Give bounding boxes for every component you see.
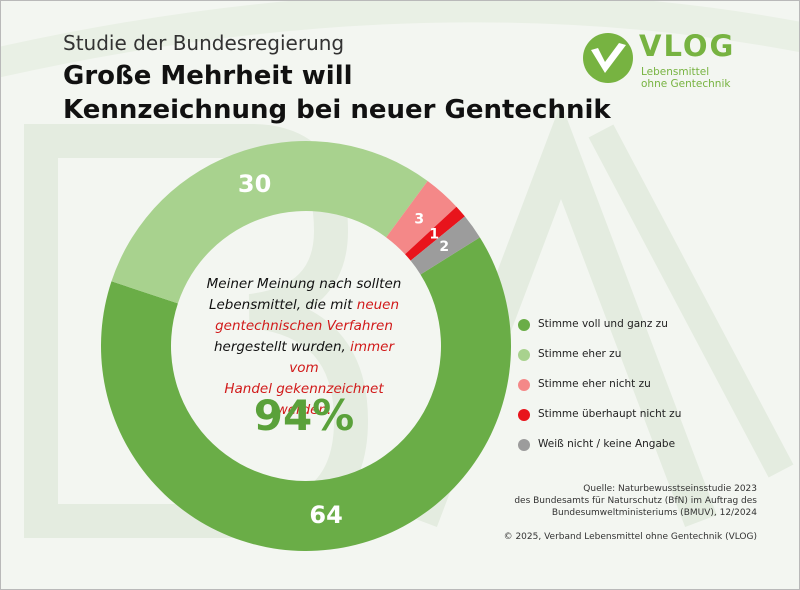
check-mark-icon — [583, 33, 633, 83]
statement-line-4: hergestellt wurden, immer vom — [199, 337, 409, 379]
legend-label: Weiß nicht / keine Angabe — [538, 438, 676, 450]
statement-line-4-text: hergestellt wurden, — [213, 339, 351, 355]
slice-strongly-agree — [100, 237, 512, 551]
subtitle: Studie der Bundesregierung — [63, 31, 345, 55]
title-line-1: Große Mehrheit will — [63, 61, 353, 91]
copyright-note: © 2025, Verband Lebensmittel ohne Gentec… — [503, 532, 757, 542]
slice-label-agree: 30 — [238, 170, 271, 198]
center-statement: Meiner Meinung nach sollten Lebensmittel… — [199, 274, 409, 421]
legend-dot-icon — [518, 319, 530, 331]
legend-label: Stimme voll und ganz zu — [538, 318, 668, 330]
slice-label-strongly-agree: 64 — [309, 501, 342, 529]
statement-line-2-text: Lebensmittel, die mit — [208, 297, 357, 313]
legend-dot-icon — [518, 379, 530, 391]
statement-line-3: gentechnischen Verfahren — [215, 318, 393, 334]
title-line-2: Kennzeichnung bei neuer Gentechnik — [63, 95, 611, 125]
logo-tagline-line-2: ohne Gentechnik — [641, 78, 731, 90]
statement-line-1: Meiner Meinung nach sollten — [206, 276, 402, 292]
legend-dot-icon — [518, 349, 530, 361]
slice-label-no-answer: 2 — [439, 239, 449, 255]
legend-dot-icon — [518, 409, 530, 421]
legend-label: Stimme eher zu — [538, 348, 622, 360]
statement-line-2-highlight: neuen — [356, 297, 400, 313]
statement-line-4-highlight: immer vom — [289, 339, 395, 376]
logo-tagline: Lebensmittel ohne Gentechnik — [641, 66, 781, 90]
slice-label-disagree: 3 — [414, 211, 424, 227]
slice-disagree — [386, 180, 457, 255]
legend-label: Stimme überhaupt nicht zu — [538, 408, 682, 420]
legend-dot-icon — [518, 439, 530, 451]
slice-strongly-disagree — [405, 206, 465, 261]
source-line-2: des Bundesamts für Naturschutz (BfN) im … — [514, 496, 757, 506]
vlog-logo: VLOG Lebensmittel ohne Gentechnik — [581, 29, 771, 90]
source-line-3: Bundesumweltministeriums (BMUV), 12/2024 — [551, 508, 757, 518]
center-percentage: 94% — [253, 391, 355, 440]
logo-wordmark: VLOG — [639, 29, 736, 63]
slice-label-strongly-disagree: 1 — [429, 226, 439, 242]
slice-agree — [111, 140, 428, 304]
legend-label: Stimme eher nicht zu — [538, 378, 651, 390]
statement-line-2: Lebensmittel, die mit neuen — [199, 295, 409, 316]
source-note: Quelle: Naturbewusstseinsstudie 2023 des… — [471, 483, 757, 519]
source-line-1: Quelle: Naturbewusstseinsstudie 2023 — [583, 484, 757, 494]
statement-line-5: Handel gekennzeichnet werden. — [224, 381, 384, 418]
page-title: Große Mehrheit will Kennzeichnung bei ne… — [63, 59, 611, 127]
slice-no-answer — [410, 216, 480, 275]
logo-tagline-line-1: Lebensmittel — [641, 66, 710, 78]
